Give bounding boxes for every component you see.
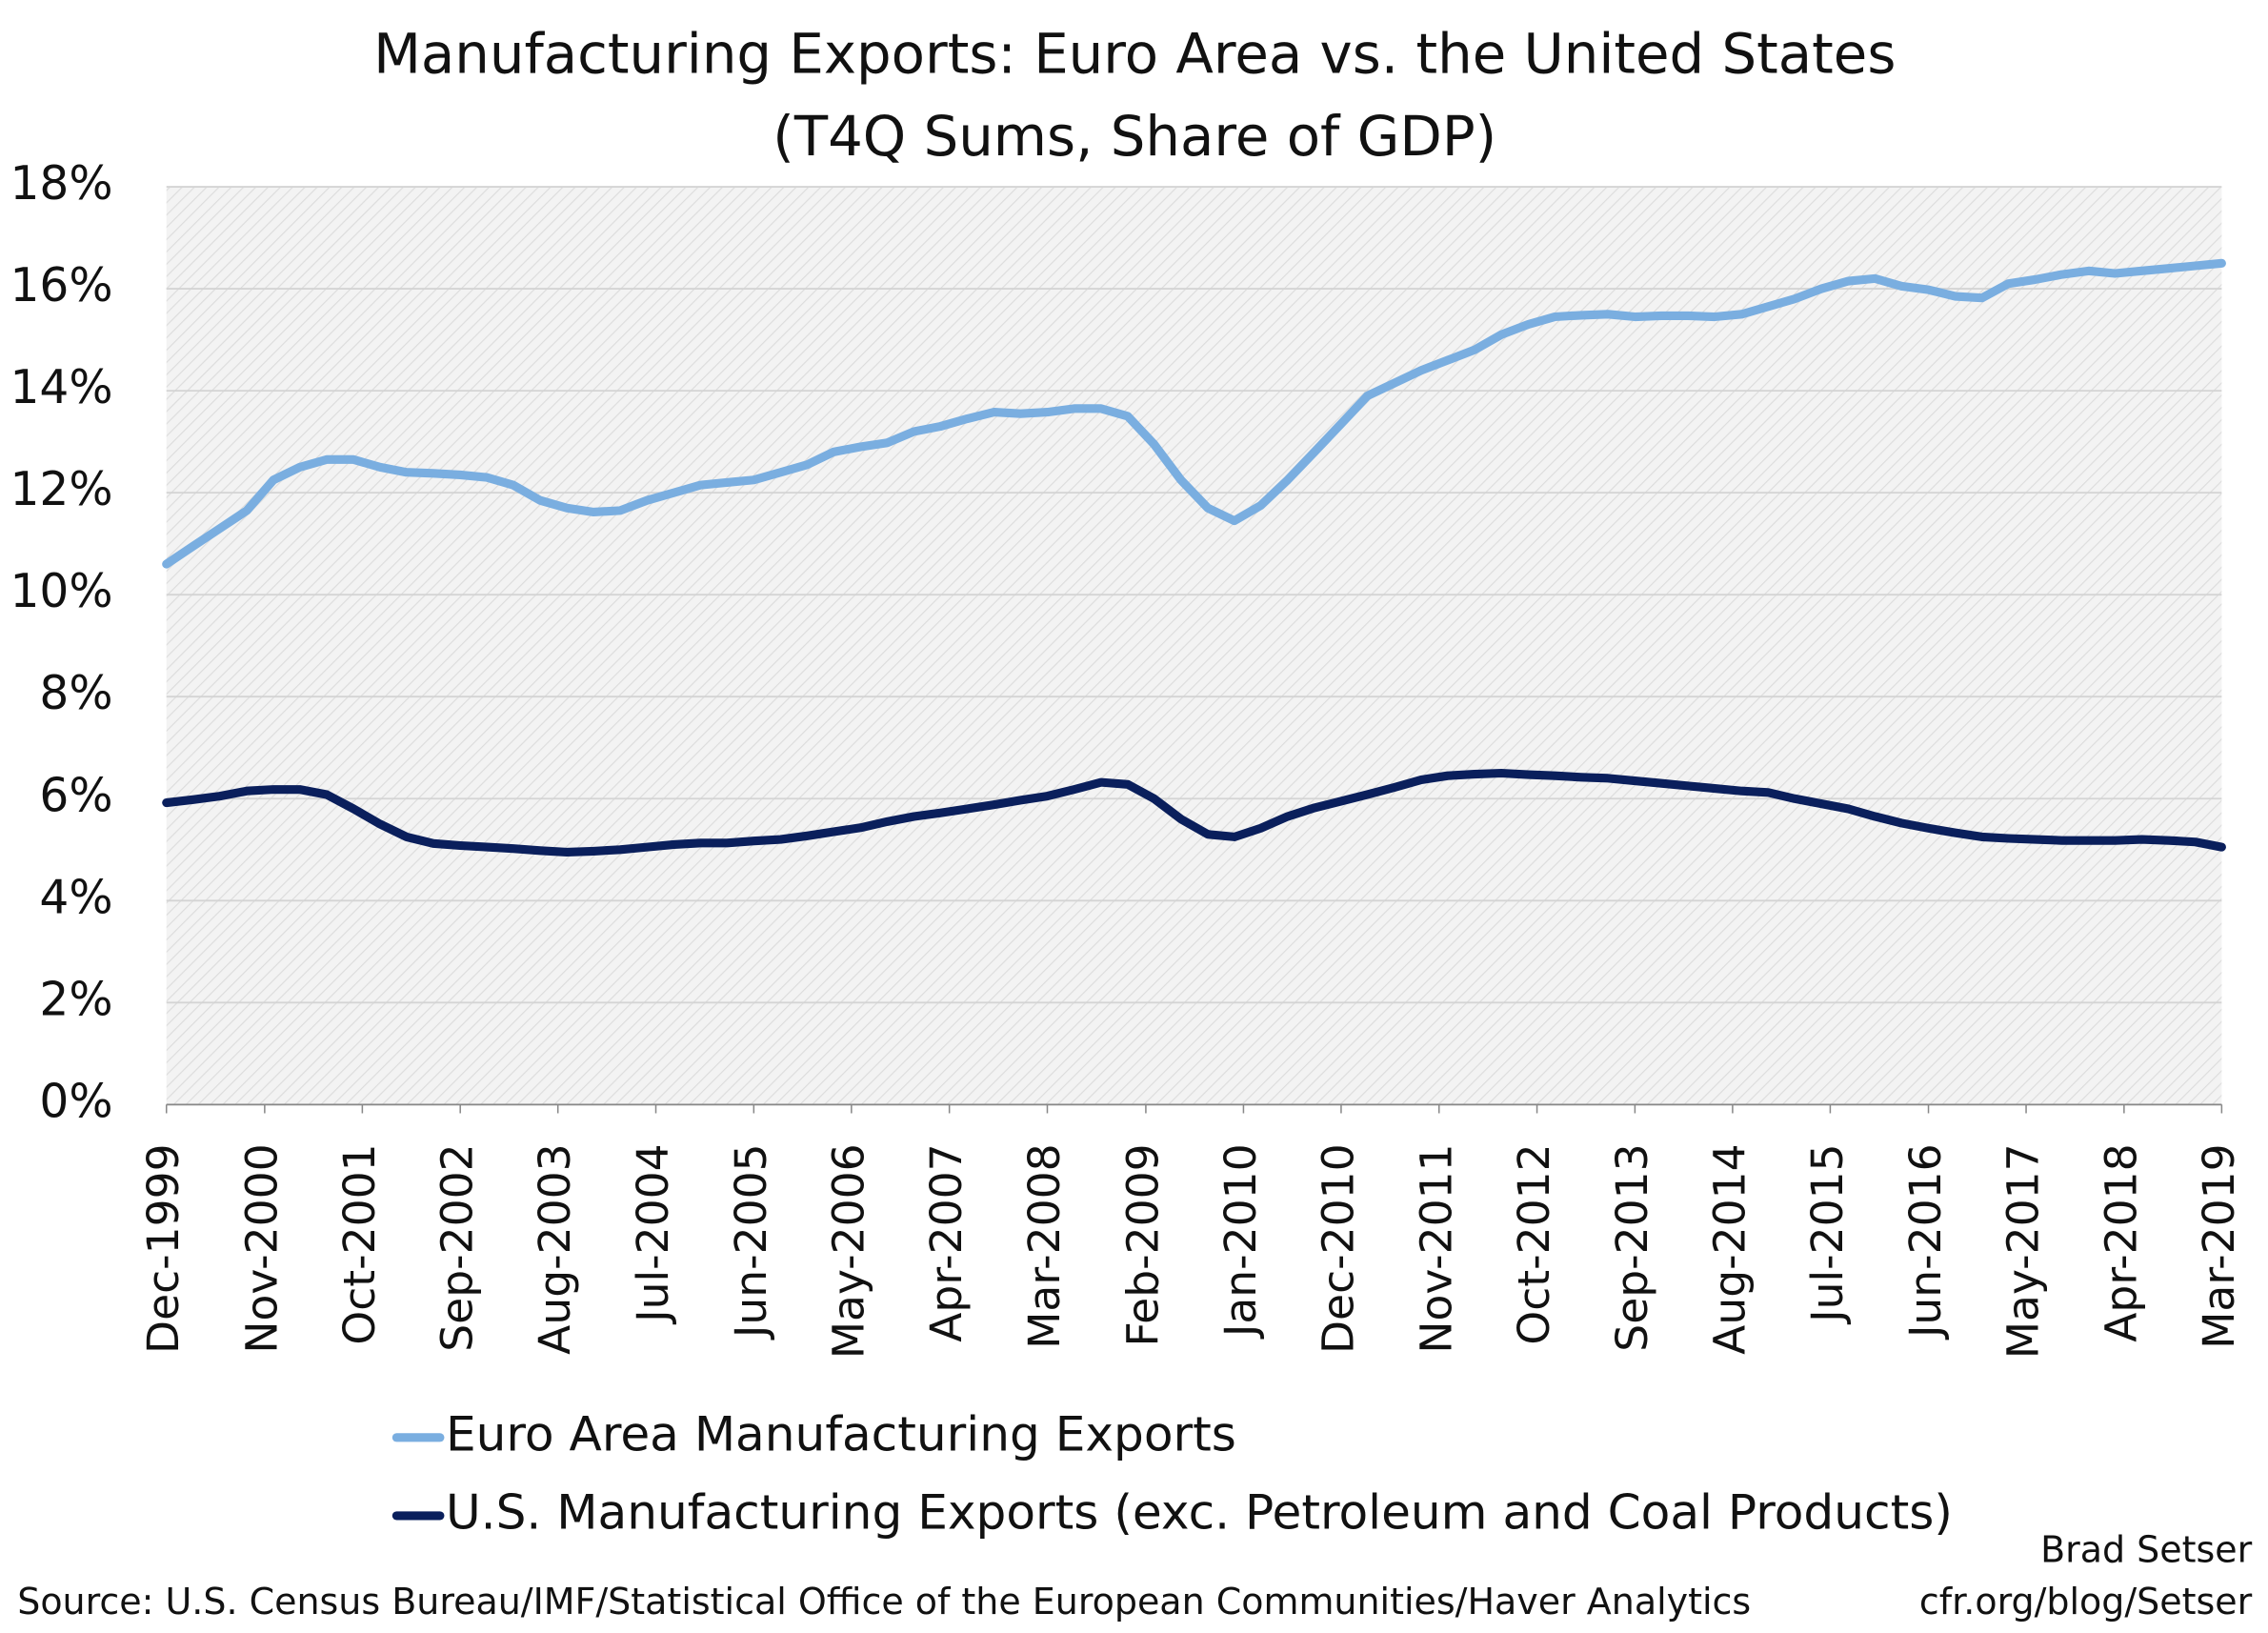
series-line: [162, 768, 2226, 857]
x-tick-label: Sep-2002: [432, 1143, 483, 1351]
y-tick-label: 6%: [39, 769, 112, 822]
x-tick-label: Jul-2015: [1802, 1143, 1853, 1324]
legend-label: Euro Area Manufacturing Exports: [446, 1405, 1236, 1462]
y-tick-label: 2%: [39, 973, 112, 1026]
legend-label: U.S. Manufacturing Exports (exc. Petrole…: [446, 1483, 1953, 1540]
x-tick-label: Oct-2001: [334, 1143, 385, 1344]
chart-title: Manufacturing Exports: Euro Area vs. the…: [373, 21, 1896, 86]
x-tick-label: Aug-2014: [1704, 1143, 1755, 1354]
y-tick-label: 8%: [39, 667, 112, 720]
x-tick-label: Jun-2005: [726, 1143, 776, 1341]
author: Brad Setser: [2040, 1528, 2253, 1570]
x-tick-label: Jan-2010: [1215, 1143, 1266, 1340]
source-note: Source: U.S. Census Bureau/IMF/Statistic…: [17, 1581, 1751, 1623]
x-tick-label: Nov-2011: [1411, 1143, 1461, 1353]
y-tick-label: 4%: [39, 871, 112, 924]
website: cfr.org/blog/Setser: [1919, 1581, 2253, 1623]
y-tick-label: 18%: [10, 157, 112, 211]
x-tick-label: Jul-2004: [628, 1143, 678, 1324]
series-line: [162, 258, 2226, 569]
x-tick-label: Sep-2013: [1607, 1143, 1657, 1351]
y-tick-label: 14%: [10, 361, 112, 414]
x-tick-label: Nov-2000: [236, 1143, 287, 1353]
x-tick-label: Apr-2007: [921, 1143, 972, 1341]
plot-background: [166, 187, 2222, 1105]
x-tick-label: Dec-1999: [138, 1143, 189, 1354]
x-tick-label: Mar-2019: [2194, 1143, 2244, 1349]
chart-subtitle: (T4Q Sums, Share of GDP): [773, 104, 1496, 169]
x-tick-label: Aug-2003: [530, 1143, 580, 1354]
y-tick-label: 10%: [10, 565, 112, 618]
x-tick-label: Jun-2016: [1900, 1143, 1951, 1341]
y-tick-label: 0%: [39, 1075, 112, 1128]
x-tick-label: May-2006: [823, 1143, 873, 1359]
x-tick-label: May-2017: [1998, 1143, 2049, 1359]
x-tick-label: Dec-2010: [1313, 1143, 1363, 1354]
x-tick-label: Oct-2012: [1509, 1143, 1559, 1344]
x-tick-label: Mar-2008: [1019, 1143, 1070, 1349]
x-tick-label: Feb-2009: [1117, 1143, 1168, 1346]
y-tick-label: 16%: [10, 259, 112, 312]
x-tick-label: Apr-2018: [2096, 1143, 2146, 1341]
y-tick-label: 12%: [10, 463, 112, 516]
